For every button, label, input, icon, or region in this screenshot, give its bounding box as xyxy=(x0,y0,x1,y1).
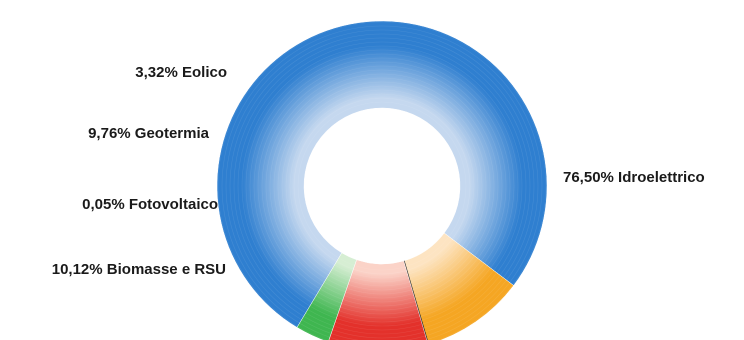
slice-idroelettrico xyxy=(216,20,548,328)
ring-stripe xyxy=(221,25,543,340)
labels-layer: 76,50% Idroelettrico 10,12% Biomasse e RS… xyxy=(52,64,705,278)
ring-stripe xyxy=(233,37,531,335)
ring-stripe xyxy=(277,81,487,291)
label-idroelettrico: 76,50% Idroelettrico xyxy=(563,169,705,186)
ring-stripe xyxy=(217,21,547,340)
label-fotovoltaico: 0,05% Fotovoltaico xyxy=(82,196,218,213)
ring-stripe xyxy=(293,97,471,275)
ring-stripe xyxy=(273,77,491,295)
ring-stripe xyxy=(281,85,483,287)
ring-stripe xyxy=(241,45,523,327)
ring-stripe xyxy=(285,89,479,283)
ring-stripe xyxy=(245,49,519,323)
label-eolico: 3,32% Eolico xyxy=(135,64,227,81)
ring-stripe xyxy=(253,57,511,315)
slice-geotermia xyxy=(328,259,428,340)
label-biomasse-e-rsu: 10,12% Biomasse e RSU xyxy=(52,261,226,278)
ring-stripe xyxy=(269,73,495,299)
ring-stripe xyxy=(249,53,515,319)
ring-stripe xyxy=(297,101,467,271)
ring-stripe xyxy=(237,41,527,331)
ring-stripe xyxy=(289,93,475,279)
ring-stripe xyxy=(257,61,507,311)
ring-stripe xyxy=(225,29,539,340)
slice-biomasse-e-rsu xyxy=(403,232,514,340)
ring-stripe xyxy=(229,33,535,339)
slice-eolico xyxy=(296,252,357,340)
label-geotermia: 9,76% Geotermia xyxy=(88,125,210,142)
ring-stripe xyxy=(261,65,503,307)
slices-layer xyxy=(216,20,548,340)
ring-stripe xyxy=(265,69,499,303)
